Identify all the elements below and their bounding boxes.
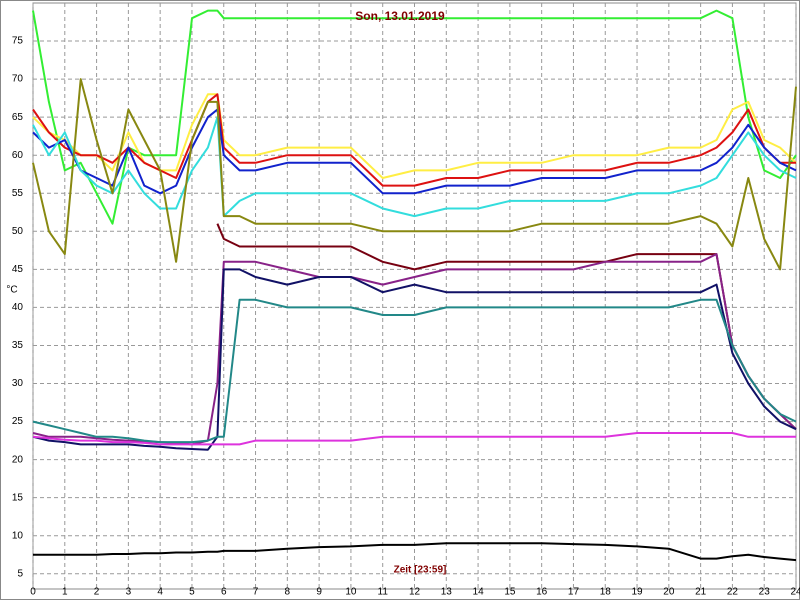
x-tick-label: 3 [126, 587, 132, 598]
x-tick-label: 13 [441, 587, 453, 598]
chart-title: Son, 13.01.2019 [355, 9, 445, 23]
x-tick-label: 17 [568, 587, 580, 598]
x-tick-label: 15 [504, 587, 516, 598]
data-line [32, 78, 797, 271]
x-tick-label: 0 [30, 587, 36, 598]
x-axis-label: Zeit [23:59] [394, 565, 447, 576]
y-tick-label: 40 [12, 302, 24, 313]
x-tick-label: 22 [727, 587, 739, 598]
data-line [32, 93, 796, 187]
y-tick-label: 20 [12, 454, 24, 465]
x-tick-label: 10 [345, 587, 357, 598]
x-tick-label: 9 [316, 587, 322, 598]
y-tick-label: 75 [12, 36, 24, 47]
y-tick-label: 70 [12, 74, 24, 85]
y-tick-label: 10 [12, 530, 24, 541]
y-tick-label: 55 [12, 188, 24, 199]
lines [32, 9, 797, 562]
data-line [32, 108, 797, 195]
x-tick-label: 16 [536, 587, 548, 598]
y-tick-label: 25 [12, 416, 24, 427]
x-tick-label: 7 [253, 587, 259, 598]
x-tick-label: 8 [285, 587, 291, 598]
data-line [32, 9, 797, 225]
data-line [32, 298, 797, 444]
x-tick-label: 2 [94, 587, 100, 598]
x-tick-label: 5 [189, 587, 195, 598]
y-tick-label: 45 [12, 264, 24, 275]
data-line [32, 116, 797, 218]
x-tick-label: 11 [378, 587, 389, 598]
x-tick-label: 6 [221, 587, 227, 598]
y-tick-label: 60 [12, 150, 24, 161]
x-tick-label: 4 [157, 587, 163, 598]
data-line [32, 432, 796, 446]
data-line [33, 542, 797, 562]
labels: Son, 13.01.2019 °C Zeit [23:59] 51015202… [6, 9, 800, 597]
y-tick-label: 15 [12, 492, 24, 503]
y-tick-label: 65 [12, 112, 24, 123]
y-tick-label: 5 [17, 568, 23, 579]
data-line [32, 93, 797, 179]
x-tick-label: 1 [62, 587, 68, 598]
x-tick-label: 24 [790, 587, 800, 598]
y-tick-label: 30 [12, 378, 24, 389]
x-tick-label: 14 [473, 587, 485, 598]
x-tick-label: 19 [631, 587, 643, 598]
x-tick-label: 23 [759, 587, 771, 598]
data-line [32, 268, 797, 451]
x-tick-label: 20 [663, 587, 675, 598]
x-tick-label: 12 [409, 587, 421, 598]
y-tick-label: 50 [12, 226, 24, 237]
y-axis-label: °C [6, 285, 17, 296]
x-tick-label: 18 [600, 587, 612, 598]
y-tick-label: 35 [12, 340, 24, 351]
x-tick-label: 21 [695, 587, 707, 598]
